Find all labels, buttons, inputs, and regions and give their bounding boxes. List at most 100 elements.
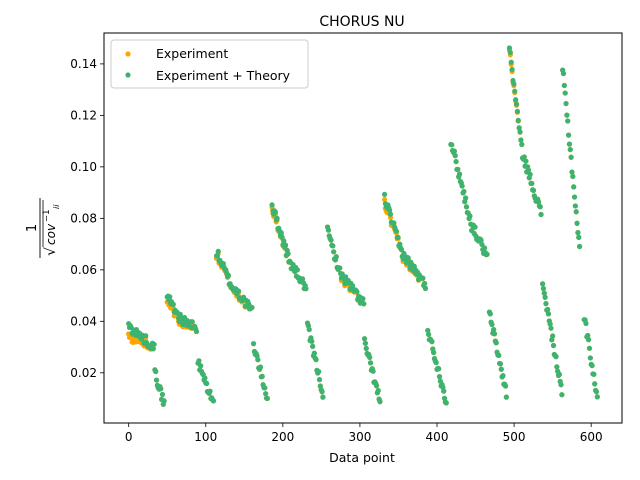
data-point: [373, 383, 380, 389]
y-tick-label: 0.06: [70, 263, 97, 277]
data-point: [545, 311, 552, 317]
data-point: [586, 345, 593, 351]
data-point: [170, 301, 176, 308]
data-point: [550, 342, 557, 349]
data-point: [497, 361, 504, 367]
data-point: [395, 234, 401, 240]
data-point: [294, 267, 300, 273]
data-point: [264, 395, 271, 402]
data-point: [511, 81, 517, 87]
data-point: [167, 294, 173, 300]
data-point: [559, 392, 565, 398]
y-axis-title: 1 √ cov −1 ii: [25, 198, 61, 258]
legend-label-experiment-theory: Experiment + Theory: [156, 68, 291, 83]
data-point: [459, 183, 465, 189]
data-point: [521, 154, 527, 160]
data-point: [316, 368, 322, 375]
y-tick-label: 0.14: [70, 57, 97, 71]
data-point: [503, 394, 509, 400]
data-point: [574, 220, 580, 226]
data-point: [422, 285, 429, 291]
data-point: [202, 375, 208, 381]
data-point: [556, 371, 562, 378]
data-point: [306, 326, 312, 333]
data-point: [560, 70, 567, 77]
data-point: [259, 373, 265, 380]
data-point: [449, 142, 455, 148]
data-point: [481, 245, 488, 251]
y-axis-title-superscript: −1: [42, 209, 52, 222]
data-point: [587, 355, 593, 361]
data-point: [207, 388, 213, 394]
data-point: [566, 141, 573, 147]
data-point: [316, 377, 323, 383]
data-point: [249, 304, 255, 311]
x-tick-label: 400: [426, 430, 449, 444]
data-point: [515, 117, 521, 123]
data-point: [325, 227, 332, 233]
data-point: [214, 253, 220, 259]
data-point: [303, 286, 309, 292]
data-point: [278, 230, 284, 236]
data-point: [577, 243, 583, 250]
data-point: [436, 366, 442, 372]
data-point: [567, 146, 573, 153]
legend-box: [110, 39, 309, 89]
data-point: [530, 187, 537, 193]
data-point: [433, 359, 439, 366]
data-point: [255, 357, 261, 363]
data-point: [143, 333, 149, 339]
data-point: [328, 237, 334, 243]
data-point: [193, 328, 200, 335]
data-point: [381, 191, 388, 197]
y-tick-label: 0.02: [70, 366, 97, 380]
data-point: [563, 100, 569, 107]
data-point: [313, 357, 319, 363]
data-point: [425, 327, 431, 334]
data-point: [540, 281, 546, 287]
data-point: [562, 90, 568, 96]
data-point: [387, 207, 393, 213]
data-point: [478, 237, 484, 243]
data-point: [568, 154, 574, 160]
data-point: [330, 243, 336, 249]
y-axis-title-base: cov: [44, 223, 58, 245]
data-point: [491, 331, 498, 337]
data-point: [360, 296, 366, 302]
data-point: [517, 129, 523, 135]
data-point: [516, 125, 522, 131]
data-point: [363, 345, 369, 352]
data-point: [337, 265, 343, 271]
data-point: [381, 196, 388, 203]
data-point: [537, 204, 543, 210]
data-point: [583, 320, 589, 326]
y-axis: 0.02 0.04 0.06 0.08 0.10 0.12 0.14: [70, 57, 104, 380]
data-point: [196, 358, 202, 364]
y-axis-title-numerator: 1: [25, 224, 40, 232]
data-point: [257, 364, 264, 370]
data-point: [512, 88, 518, 94]
data-point: [274, 215, 280, 221]
y-tick-label: 0.04: [70, 314, 97, 328]
data-point: [285, 251, 291, 257]
data-point: [484, 251, 490, 257]
data-point: [565, 118, 571, 124]
data-point: [514, 108, 520, 114]
data-point: [535, 199, 542, 205]
data-point: [569, 169, 575, 175]
data-point: [263, 391, 269, 397]
plot-area: [126, 45, 600, 407]
data-point: [272, 209, 279, 215]
data-point: [540, 285, 547, 292]
x-tick-label: 100: [194, 430, 217, 444]
data-point: [500, 373, 506, 379]
data-point: [523, 158, 529, 164]
data-point: [575, 230, 581, 236]
data-point: [421, 280, 428, 287]
data-point: [391, 220, 397, 226]
data-point: [592, 381, 598, 387]
data-point: [235, 288, 242, 294]
data-point: [431, 349, 437, 356]
data-point: [215, 248, 221, 254]
